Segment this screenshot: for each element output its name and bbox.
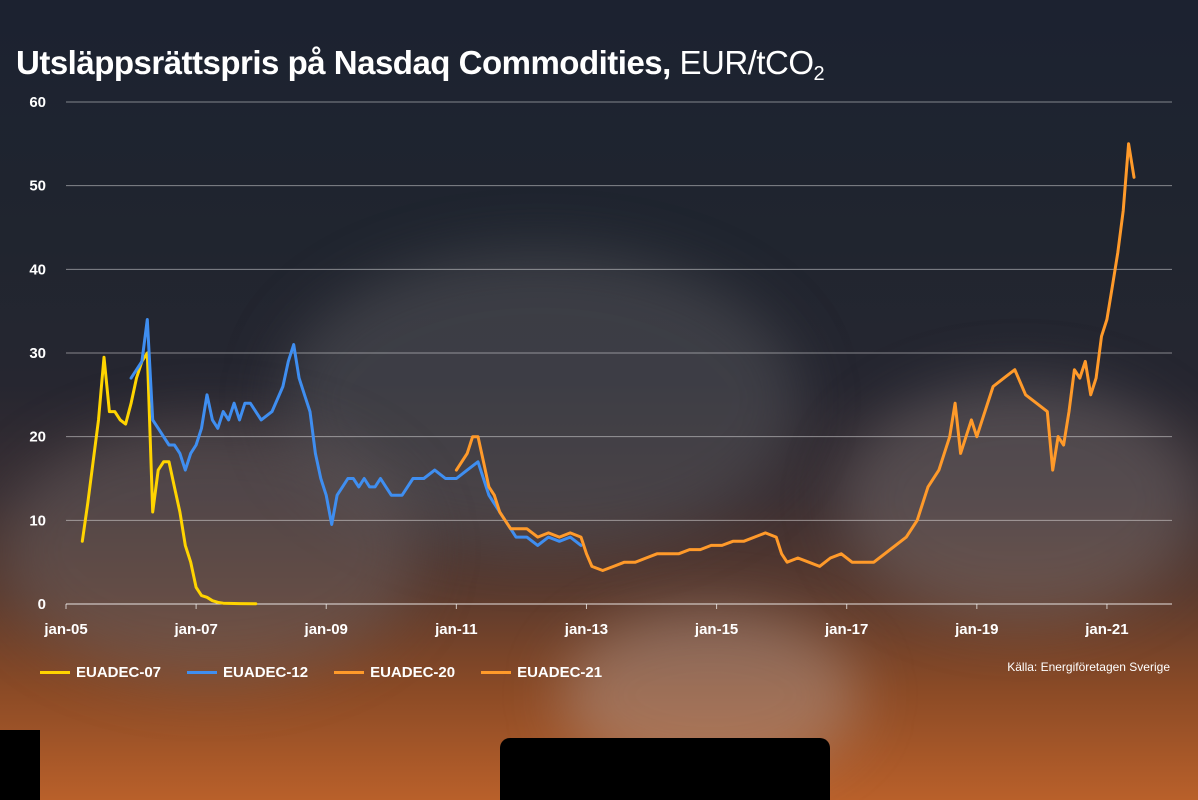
legend-item: EUADEC-21 bbox=[481, 664, 602, 681]
cooling-tower-left bbox=[0, 730, 40, 800]
x-tick-label: jan-19 bbox=[954, 621, 998, 638]
legend-label: EUADEC-12 bbox=[223, 664, 309, 681]
legend-label: EUADEC-20 bbox=[370, 664, 456, 681]
gridlines bbox=[66, 101, 1172, 605]
y-tick-label: 60 bbox=[29, 94, 46, 111]
y-axis: 0 10 20 30 40 50 60 bbox=[29, 94, 46, 613]
y-tick-label: 50 bbox=[29, 178, 46, 195]
legend-item: EUADEC-20 bbox=[334, 664, 455, 681]
legend-swatch bbox=[334, 671, 365, 674]
cooling-tower-center bbox=[500, 738, 830, 800]
x-tick-label: jan-05 bbox=[43, 621, 87, 638]
legend-swatch bbox=[40, 671, 70, 674]
unit-subscript: 2 bbox=[813, 63, 825, 85]
x-tick-label: jan-17 bbox=[824, 621, 868, 638]
legend-label: EUADEC-21 bbox=[517, 664, 603, 681]
series-line-euadec-12 bbox=[129, 318, 583, 547]
x-tick-label: jan-15 bbox=[694, 621, 738, 638]
x-tick-label: jan-07 bbox=[173, 621, 217, 638]
unit-text: EUR/tCO bbox=[679, 44, 815, 81]
series-line-euadec-20 bbox=[454, 368, 1060, 572]
legend-label: EUADEC-07 bbox=[76, 664, 162, 681]
x-tick-label: jan-13 bbox=[564, 621, 608, 638]
chart-title-main: Utsläppsrättspris på Nasdaq Commodities, bbox=[16, 44, 671, 81]
legend-item: EUADEC-12 bbox=[187, 664, 308, 681]
y-tick-label: 0 bbox=[38, 596, 46, 613]
x-axis: jan-05 jan-07 jan-09 jan-11 jan-13 jan-15 jan-… bbox=[43, 604, 1129, 638]
chart-title-unit: EUR/tCO2 bbox=[679, 44, 825, 85]
x-tick-label: jan-09 bbox=[304, 621, 348, 638]
legend-swatch bbox=[187, 671, 218, 674]
legend: EUADEC-07 EUADEC-12 EUADEC-20 EUADEC-21 bbox=[40, 664, 602, 681]
legend-item: EUADEC-07 bbox=[40, 664, 161, 681]
x-tick-label: jan-11 bbox=[434, 621, 478, 638]
chart-title: Utsläppsrättspris på Nasdaq Commodities,… bbox=[16, 44, 825, 86]
legend-swatch bbox=[481, 671, 512, 674]
x-tick-label: jan-21 bbox=[1084, 621, 1128, 638]
source-note: Källa: Energiföretagen Sverige bbox=[1007, 660, 1170, 674]
series-line-euadec-07 bbox=[80, 351, 258, 606]
series-lines bbox=[80, 142, 1136, 606]
y-tick-label: 10 bbox=[29, 512, 46, 529]
series-line-euadec-21 bbox=[1056, 142, 1136, 447]
y-tick-label: 30 bbox=[29, 345, 46, 362]
y-tick-label: 40 bbox=[29, 261, 46, 278]
y-tick-label: 20 bbox=[29, 429, 46, 446]
